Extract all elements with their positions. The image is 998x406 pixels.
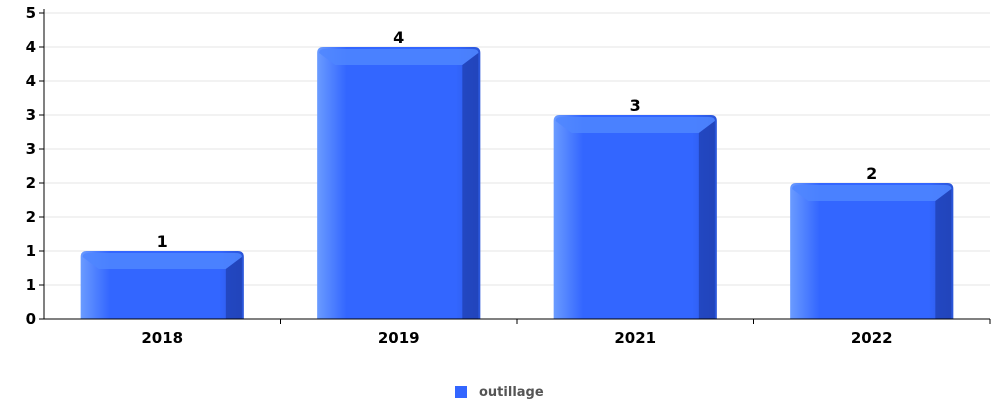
- bar-side-bevel: [462, 53, 479, 319]
- bar-side-bevel: [935, 189, 952, 319]
- y-tick-label: 1: [26, 242, 36, 260]
- bar: [317, 47, 481, 319]
- bar-top-bevel: [555, 117, 715, 133]
- data-label: 3: [630, 96, 641, 115]
- x-tick-label: 2021: [614, 329, 656, 347]
- x-tick-label: 2018: [141, 329, 183, 347]
- bar-side-bevel: [225, 257, 242, 319]
- y-tick-label: 3: [26, 140, 36, 158]
- y-tick-label: 1: [26, 276, 36, 294]
- x-tick-label: 2019: [378, 329, 420, 347]
- labels: 0 1 1 2 2 3 3 4 4 5 1 2018 4 2019 3 2021 2 2022: [26, 4, 893, 347]
- data-label: 1: [157, 232, 168, 251]
- y-tick-label: 2: [26, 174, 36, 192]
- bar: [553, 115, 717, 319]
- bar-top-bevel: [792, 185, 952, 201]
- y-tick-label: 3: [26, 106, 36, 124]
- y-tick-label: 4: [26, 72, 36, 90]
- legend-swatch: [455, 386, 467, 398]
- axes: [39, 9, 991, 324]
- bar-top-bevel: [82, 253, 242, 269]
- bar: [790, 183, 954, 319]
- bars: [80, 47, 954, 319]
- data-label: 2: [866, 164, 877, 183]
- bar-top-bevel: [319, 49, 479, 65]
- legend-label: outillage: [479, 384, 544, 400]
- x-tick-label: 2022: [851, 329, 893, 347]
- y-tick-label: 4: [26, 38, 36, 56]
- data-label: 4: [393, 28, 404, 47]
- y-tick-label: 2: [26, 208, 36, 226]
- y-tick-label: 5: [26, 4, 36, 22]
- bar-side-bevel: [698, 121, 715, 319]
- y-tick-label: 0: [26, 310, 36, 328]
- legend: outillage: [455, 384, 544, 400]
